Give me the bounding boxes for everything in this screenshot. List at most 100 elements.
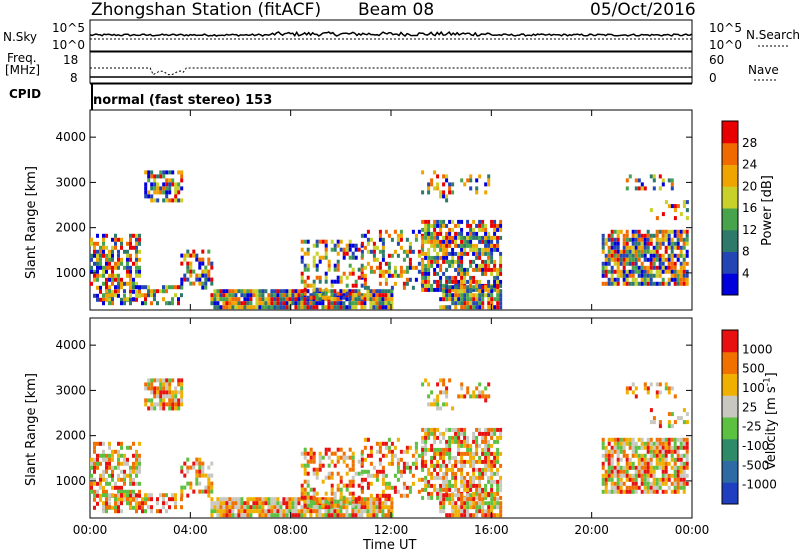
- heatmap-cell: [643, 461, 647, 466]
- heatmap-cell: [652, 265, 656, 270]
- heatmap-cell: [387, 269, 391, 274]
- heatmap-cell: [321, 291, 325, 296]
- heatmap-cell: [478, 263, 482, 268]
- heatmap-cell: [622, 449, 626, 454]
- heatmap-cell: [141, 509, 144, 514]
- heatmap-cell: [646, 469, 650, 474]
- heatmap-cell: [339, 279, 343, 284]
- heatmap-cell: [150, 509, 153, 514]
- heatmap-cell: [186, 269, 190, 274]
- heatmap-cell: [342, 295, 346, 300]
- heatmap-cell: [676, 253, 680, 258]
- heatmap-cell: [670, 273, 674, 278]
- heatmap-cell: [601, 249, 605, 254]
- heatmap-cell: [463, 271, 467, 276]
- heatmap-cell: [454, 475, 458, 480]
- heatmap-cell: [168, 182, 172, 187]
- heatmap-cell: [475, 287, 479, 292]
- heatmap-cell: [309, 459, 313, 464]
- heatmap-cell: [478, 239, 482, 244]
- heatmap-cell: [607, 237, 611, 242]
- heatmap-cell: [457, 219, 461, 224]
- heatmap-cell: [685, 481, 689, 486]
- heatmap-cell: [102, 457, 105, 462]
- beam-label: Beam 08: [358, 0, 435, 20]
- heatmap-cell: [165, 182, 169, 187]
- heatmap-cell: [676, 489, 680, 494]
- heatmap-cell: [463, 243, 467, 248]
- heatmap-cell: [469, 479, 473, 484]
- heatmap-cell: [363, 297, 367, 302]
- heatmap-cell: [342, 293, 346, 298]
- heatmap-cell: [664, 249, 668, 254]
- heatmap-cell: [306, 483, 310, 488]
- heatmap-cell: [643, 445, 647, 450]
- heatmap-cell: [369, 305, 373, 310]
- heatmap-cell: [138, 237, 141, 242]
- heatmap-cell: [667, 253, 671, 258]
- heatmap-cell: [463, 505, 467, 510]
- heatmap-cell: [427, 190, 431, 195]
- heatmap-cell: [252, 505, 256, 510]
- heatmap-cell: [213, 509, 217, 514]
- heatmap-cell: [427, 223, 431, 228]
- heatmap-cell: [327, 455, 331, 460]
- heatmap-cell: [117, 285, 120, 290]
- heatmap-cell: [276, 497, 280, 502]
- heatmap-cell: [324, 251, 328, 256]
- heatmap-cell: [475, 293, 479, 298]
- heatmap-cell: [493, 471, 497, 476]
- heatmap-cell: [493, 297, 497, 302]
- heatmap-cell: [105, 469, 108, 474]
- heatmap-cell: [198, 277, 202, 282]
- heatmap-cell: [168, 386, 172, 391]
- heatmap-cell: [679, 237, 683, 242]
- heatmap-cell: [357, 267, 361, 272]
- heatmap-cell: [676, 453, 680, 458]
- heatmap-cell: [448, 455, 452, 460]
- heatmap-cell: [303, 279, 307, 284]
- heatmap-cell: [628, 445, 632, 450]
- heatmap-cell: [619, 437, 623, 442]
- heatmap-cell: [168, 382, 172, 387]
- heatmap-cell: [673, 273, 677, 278]
- heatmap-cell: [180, 402, 184, 407]
- heatmap-cell: [279, 289, 283, 294]
- heatmap-cell: [661, 489, 665, 494]
- heatmap-cell: [114, 509, 117, 514]
- heatmap-cell: [433, 255, 437, 260]
- heatmap-cell: [309, 499, 313, 504]
- heatmap-cell: [481, 394, 485, 399]
- heatmap-cell: [117, 509, 120, 514]
- heatmap-cell: [628, 261, 632, 266]
- heatmap-cell: [138, 269, 141, 274]
- heatmap-cell: [135, 465, 138, 470]
- heatmap-cell: [363, 437, 367, 442]
- heatmap-cell: [138, 441, 141, 446]
- heatmap-cell: [682, 473, 686, 478]
- heatmap-cell: [625, 186, 629, 191]
- heatmap-cell: [231, 509, 235, 514]
- heatmap-cell: [234, 513, 238, 518]
- heatmap-cell: [243, 293, 247, 298]
- heatmap-cell: [147, 178, 151, 183]
- heatmap-cell: [457, 271, 461, 276]
- heatmap-cell: [105, 289, 108, 294]
- heatmap-cell: [649, 241, 653, 246]
- heatmap-cell: [436, 174, 440, 179]
- heatmap-cell: [141, 285, 144, 290]
- heatmap-cell: [174, 394, 178, 399]
- heatmap-cell: [442, 431, 446, 436]
- heatmap-cell: [159, 186, 163, 191]
- heatmap-cell: [646, 265, 650, 270]
- heatmap-cell: [430, 483, 434, 488]
- heatmap-cell: [111, 297, 114, 302]
- heatmap-cell: [457, 435, 461, 440]
- heatmap-cell: [399, 469, 403, 474]
- heatmap-cell: [646, 273, 650, 278]
- heatmap-cell: [670, 473, 674, 478]
- heatmap-cell: [478, 390, 482, 395]
- heatmap-cell: [405, 281, 409, 286]
- heatmap-cell: [336, 279, 340, 284]
- heatmap-cell: [445, 463, 449, 468]
